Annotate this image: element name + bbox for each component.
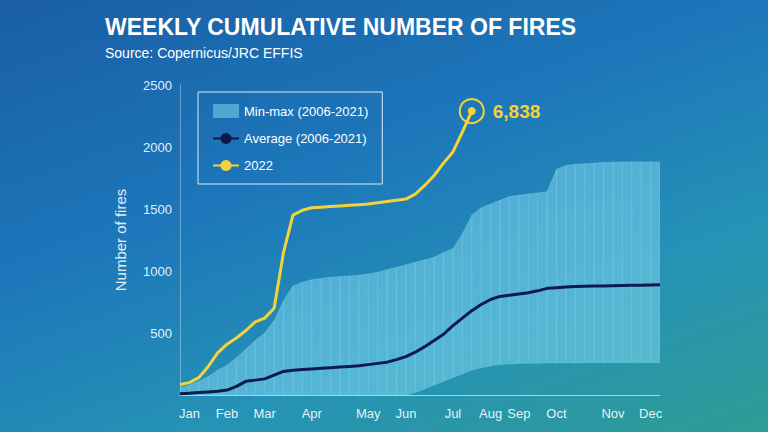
svg-text:WEEKLY CUMULATIVE NUMBER OF FI: WEEKLY CUMULATIVE NUMBER OF FIRES [105, 14, 576, 40]
svg-text:2500: 2500 [143, 78, 172, 93]
svg-text:Apr: Apr [302, 406, 323, 421]
svg-text:May: May [356, 406, 381, 421]
svg-text:Jul: Jul [445, 406, 462, 421]
svg-text:Number of fires: Number of fires [112, 189, 129, 292]
svg-text:Source: Copernicus/JRC EFFIS: Source: Copernicus/JRC EFFIS [105, 45, 303, 61]
svg-text:Jun: Jun [395, 406, 416, 421]
svg-text:1000: 1000 [143, 264, 172, 279]
svg-text:Average (2006-2021): Average (2006-2021) [244, 131, 367, 146]
svg-text:Dec: Dec [639, 406, 663, 421]
svg-text:2022: 2022 [244, 158, 273, 173]
svg-text:Sep: Sep [507, 406, 530, 421]
svg-text:Feb: Feb [216, 406, 238, 421]
svg-text:Jan: Jan [179, 406, 200, 421]
svg-text:Oct: Oct [546, 406, 567, 421]
svg-text:2000: 2000 [143, 140, 172, 155]
svg-text:6,838: 6,838 [493, 101, 541, 122]
svg-text:Min-max (2006-2021): Min-max (2006-2021) [244, 104, 368, 119]
svg-text:Nov: Nov [601, 406, 625, 421]
svg-text:500: 500 [150, 326, 172, 341]
svg-text:Mar: Mar [254, 406, 277, 421]
svg-text:Aug: Aug [479, 406, 502, 421]
svg-text:1500: 1500 [143, 202, 172, 217]
